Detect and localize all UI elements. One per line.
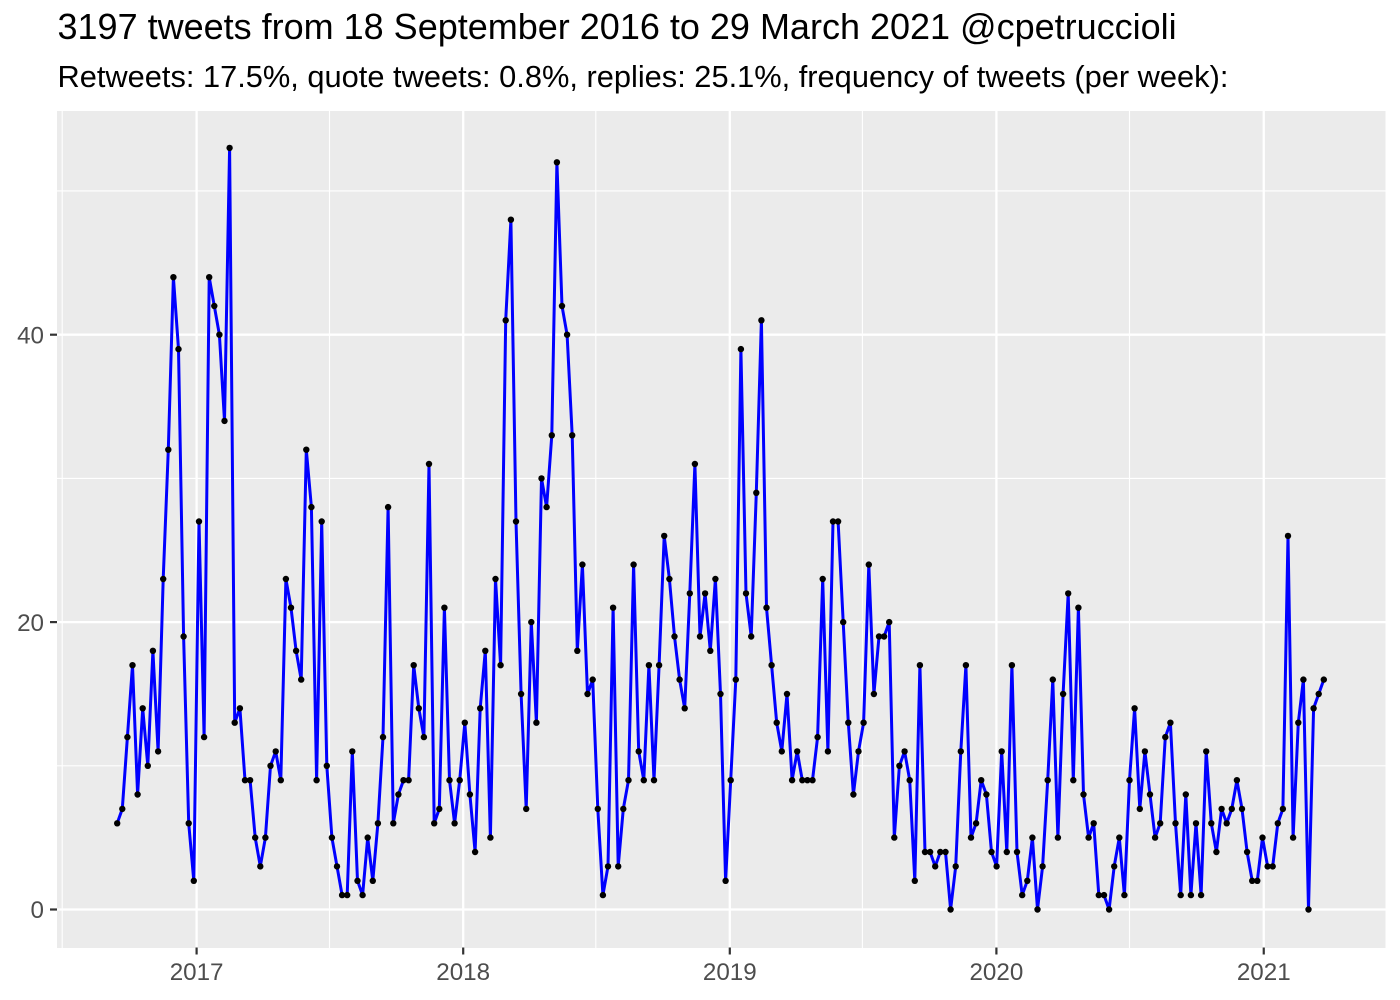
svg-text:40: 40 xyxy=(17,322,44,349)
svg-text:2017: 2017 xyxy=(170,959,224,986)
svg-text:0: 0 xyxy=(31,897,44,924)
svg-text:3197 tweets from 18 September: 3197 tweets from 18 September 2016 to 29… xyxy=(58,6,1177,47)
svg-text:2019: 2019 xyxy=(703,959,757,986)
svg-text:2020: 2020 xyxy=(969,959,1023,986)
svg-text:2021: 2021 xyxy=(1237,959,1291,986)
svg-text:Retweets: 17.5%, quote tweets:: Retweets: 17.5%, quote tweets: 0.8%, rep… xyxy=(58,59,1229,94)
svg-text:2018: 2018 xyxy=(436,959,490,986)
svg-text:20: 20 xyxy=(17,610,44,637)
